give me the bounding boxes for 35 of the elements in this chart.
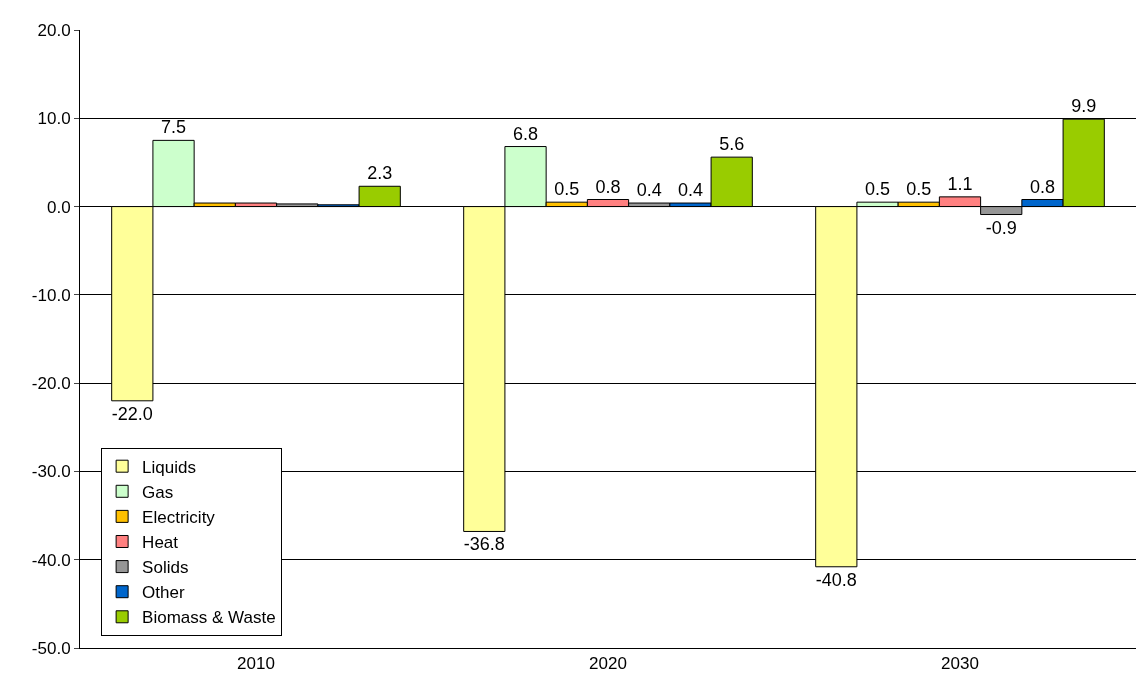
y-tick-label: -30.0	[31, 462, 71, 482]
x-tick-label: 2020	[589, 654, 627, 674]
x-tick-label: 2030	[941, 654, 979, 674]
data-label: 7.5	[161, 117, 187, 138]
legend-label: Solids	[142, 558, 189, 578]
data-label: 9.9	[1071, 96, 1097, 117]
legend-label: Liquids	[142, 457, 196, 477]
data-label: 0.5	[865, 179, 891, 200]
data-label: -22.0	[111, 403, 153, 424]
data-label: 0.8	[1029, 176, 1055, 197]
y-tick-label: -40.0	[31, 550, 71, 570]
data-label: 5.6	[719, 134, 745, 155]
data-label: 6.8	[513, 123, 539, 144]
y-tick-label: 20.0	[37, 20, 71, 40]
y-tick-label: -10.0	[31, 285, 71, 305]
data-label: 2.3	[367, 163, 393, 184]
data-label: 0.5	[906, 179, 932, 200]
data-label: 1.1	[947, 173, 973, 194]
y-tick-label: 10.0	[37, 109, 71, 129]
data-label: 0.4	[636, 180, 662, 201]
data-label: -36.8	[463, 534, 505, 555]
x-tick-label: 2010	[237, 654, 275, 674]
data-label: -40.8	[815, 569, 857, 590]
legend-label: Other	[142, 583, 185, 603]
y-tick-label: -20.0	[31, 374, 71, 394]
data-label: 0.4	[677, 180, 703, 201]
data-label: 0.5	[554, 179, 580, 200]
y-tick-label: 0.0	[46, 197, 71, 217]
y-tick-label: -50.0	[31, 638, 71, 658]
data-label: -0.9	[985, 217, 1017, 238]
legend-label: Biomass & Waste	[142, 608, 276, 628]
data-label: 0.8	[595, 176, 621, 197]
legend-label: Electricity	[142, 508, 216, 528]
legend-label: Gas	[142, 482, 174, 502]
legend-label: Heat	[142, 533, 179, 553]
